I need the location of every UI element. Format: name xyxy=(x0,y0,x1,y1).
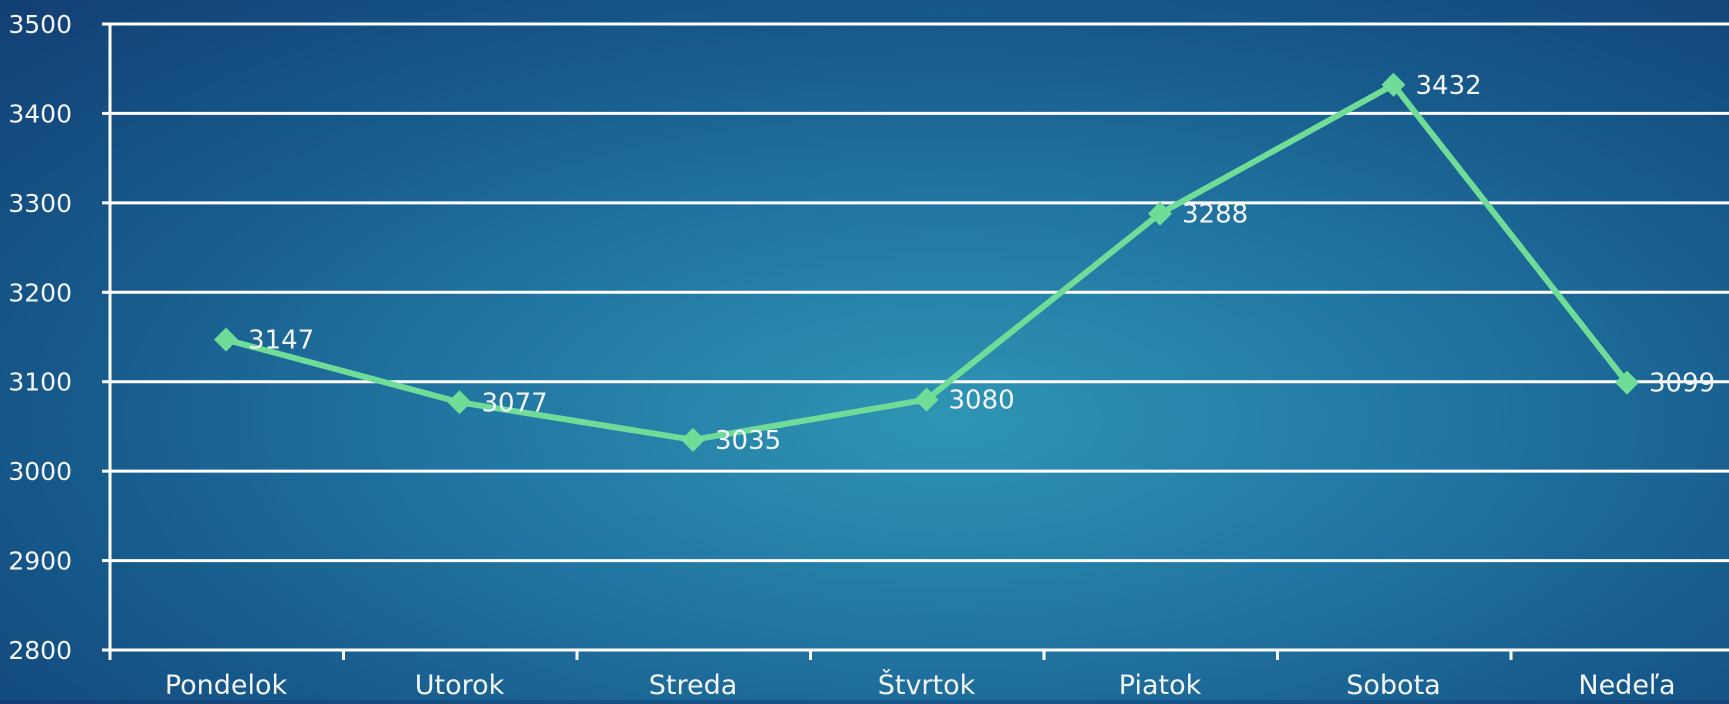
data-point-7 xyxy=(1615,370,1639,395)
data-point-1 xyxy=(214,327,238,352)
data-labels: 3147 3077 3035 3080 3288 3432 3099 xyxy=(248,71,1715,456)
y-tick-label: 3500 xyxy=(8,10,72,39)
x-tick-label-7: Nedeľa xyxy=(1578,670,1675,700)
y-tick-label: 2900 xyxy=(8,547,72,576)
x-tick-label-4: Štvrtok xyxy=(878,669,976,700)
x-tick-label-2: Utorok xyxy=(415,670,505,700)
data-label-6: 3432 xyxy=(1416,71,1482,101)
data-point-2 xyxy=(447,390,472,415)
data-label-1: 3147 xyxy=(248,326,314,356)
data-point-4 xyxy=(914,387,939,412)
y-axis-tick-labels: 2800 2900 3000 3100 3200 3300 3400 3500 xyxy=(8,10,72,665)
data-label-7: 3099 xyxy=(1649,369,1715,399)
x-tick-label-3: Streda xyxy=(649,670,738,700)
data-point-3 xyxy=(681,427,705,452)
data-point-5 xyxy=(1148,201,1172,226)
data-label-4: 3080 xyxy=(949,386,1015,416)
y-tick-label: 2800 xyxy=(8,636,72,665)
data-label-5: 3288 xyxy=(1182,200,1248,230)
y-tick-label: 3100 xyxy=(8,368,72,397)
x-tick-label-1: Pondelok xyxy=(165,670,288,700)
x-tick-label-6: Sobota xyxy=(1346,670,1440,700)
y-tick-label: 3400 xyxy=(8,99,72,128)
y-tick-label: 3000 xyxy=(8,457,72,486)
y-tick-label: 3200 xyxy=(8,278,72,307)
data-point-6 xyxy=(1381,72,1406,97)
series-line xyxy=(223,81,1630,443)
gridlines xyxy=(110,22,1729,563)
x-tick-label-5: Piatok xyxy=(1119,670,1202,700)
y-tick-label: 3300 xyxy=(8,189,72,218)
data-label-3: 3035 xyxy=(715,426,781,456)
data-label-2: 3077 xyxy=(482,388,548,418)
series-layer xyxy=(214,72,1639,452)
x-axis-tick-labels: Pondelok Utorok Streda Štvrtok Piatok Sobota N… xyxy=(165,669,1676,701)
axes xyxy=(102,22,1729,660)
